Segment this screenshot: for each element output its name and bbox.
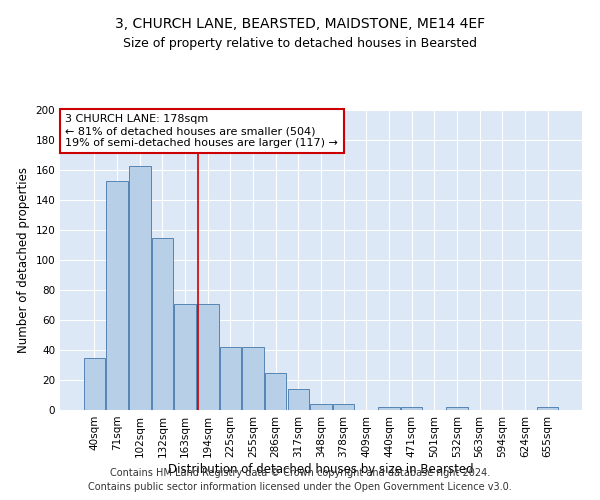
Bar: [129, 166, 151, 410]
Bar: [310, 404, 332, 410]
Text: 3 CHURCH LANE: 178sqm
← 81% of detached houses are smaller (504)
19% of semi-det: 3 CHURCH LANE: 178sqm ← 81% of detached …: [65, 114, 338, 148]
Y-axis label: Number of detached properties: Number of detached properties: [17, 167, 30, 353]
Bar: [242, 347, 264, 410]
Bar: [333, 404, 355, 410]
Bar: [197, 304, 218, 410]
Bar: [446, 407, 467, 410]
Text: Contains HM Land Registry data © Crown copyright and database right 2024.: Contains HM Land Registry data © Crown c…: [110, 468, 490, 477]
Bar: [287, 389, 309, 410]
Bar: [152, 238, 173, 410]
Bar: [378, 407, 400, 410]
Bar: [84, 358, 105, 410]
Text: 3, CHURCH LANE, BEARSTED, MAIDSTONE, ME14 4EF: 3, CHURCH LANE, BEARSTED, MAIDSTONE, ME1…: [115, 18, 485, 32]
Bar: [265, 372, 286, 410]
Bar: [401, 407, 422, 410]
Text: Contains public sector information licensed under the Open Government Licence v3: Contains public sector information licen…: [88, 482, 512, 492]
Bar: [220, 347, 241, 410]
Bar: [106, 180, 128, 410]
Bar: [175, 304, 196, 410]
Bar: [537, 407, 558, 410]
Text: Size of property relative to detached houses in Bearsted: Size of property relative to detached ho…: [123, 38, 477, 51]
X-axis label: Distribution of detached houses by size in Bearsted: Distribution of detached houses by size …: [168, 462, 474, 475]
